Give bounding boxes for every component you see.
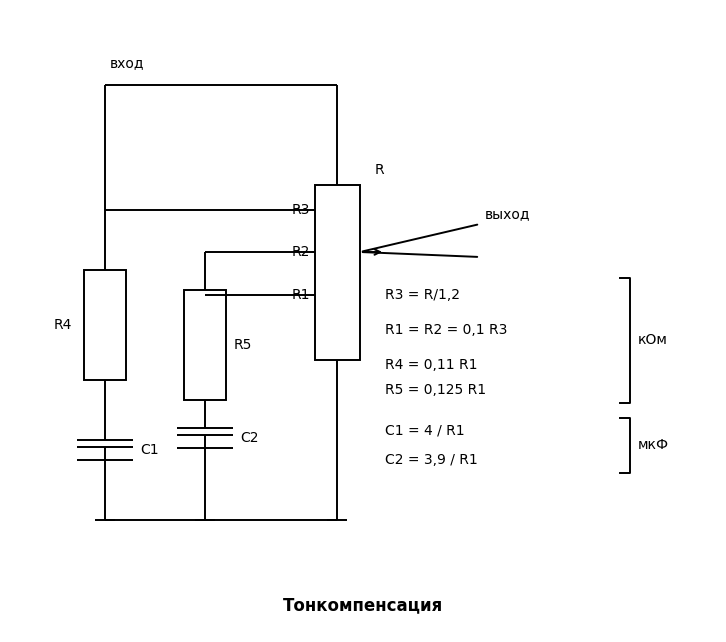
- Text: мкФ: мкФ: [638, 438, 669, 452]
- Text: C1 = 4 / R1: C1 = 4 / R1: [385, 423, 465, 437]
- Text: R5 = 0,125 R1: R5 = 0,125 R1: [385, 383, 486, 397]
- Text: C1: C1: [140, 443, 158, 457]
- Text: R4 = 0,11 R1: R4 = 0,11 R1: [385, 358, 478, 372]
- Text: кОм: кОм: [638, 333, 668, 347]
- Bar: [84, 270, 126, 380]
- Text: R2: R2: [292, 245, 310, 259]
- Text: Тонкомпенсация: Тонкомпенсация: [283, 596, 443, 614]
- Text: R3 = R/1,2: R3 = R/1,2: [385, 288, 460, 302]
- Text: C2 = 3,9 / R1: C2 = 3,9 / R1: [385, 453, 478, 467]
- Text: R1: R1: [292, 288, 310, 302]
- Text: R1 = R2 = 0,1 R3: R1 = R2 = 0,1 R3: [385, 323, 507, 337]
- Text: R3: R3: [292, 203, 310, 217]
- Text: R: R: [375, 163, 385, 177]
- Bar: [184, 290, 226, 400]
- Text: вход: вход: [110, 56, 144, 70]
- Text: R4: R4: [54, 318, 72, 332]
- Text: R5: R5: [234, 338, 253, 352]
- Text: выход: выход: [485, 207, 531, 221]
- Bar: [315, 185, 360, 360]
- Text: C2: C2: [240, 431, 258, 445]
